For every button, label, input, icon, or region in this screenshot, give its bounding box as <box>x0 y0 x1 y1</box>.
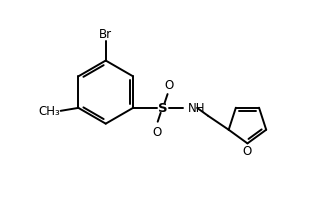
Text: O: O <box>164 79 173 92</box>
Text: O: O <box>152 125 161 138</box>
Text: Br: Br <box>99 28 112 41</box>
Text: NH: NH <box>188 102 206 115</box>
Text: CH₃: CH₃ <box>38 105 60 118</box>
Text: S: S <box>158 102 167 115</box>
Text: O: O <box>243 145 252 158</box>
